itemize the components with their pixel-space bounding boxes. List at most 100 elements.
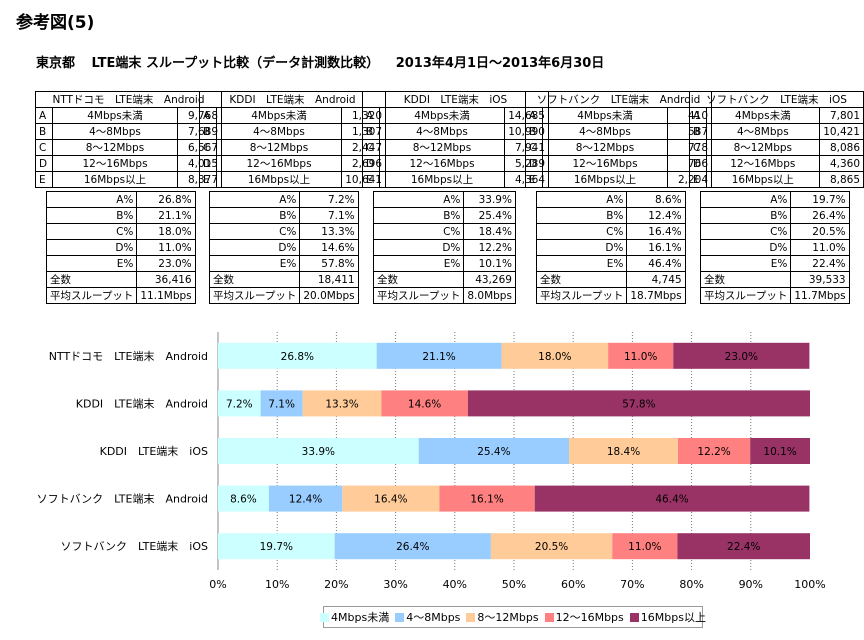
table-row: B 4～8Mbps 587 bbox=[525, 123, 712, 140]
page-heading: 参考図(5) bbox=[16, 13, 95, 33]
row-label: 16Mbps以上 bbox=[216, 171, 342, 188]
percent-value: 20.5% bbox=[790, 223, 850, 240]
stacked-bar-chart: 0% 10% 20% 30% 40% 50% 60% 70% 80% 90% 100% NTTドコモ … bbox=[37, 332, 826, 591]
bar-data-label: 16.1% bbox=[470, 494, 503, 506]
x-tick-label: 0% bbox=[209, 578, 226, 591]
subtitle-title: LTE端末 スループット比較（データ計測数比較） bbox=[91, 56, 380, 71]
legend-swatch bbox=[320, 612, 330, 622]
percent-label: C% bbox=[372, 223, 465, 240]
table-row: D 12～16Mbps 4,015 bbox=[35, 155, 222, 172]
legend-swatch bbox=[629, 612, 639, 622]
table-group-header: NTTドコモ LTE端末 Android bbox=[35, 91, 222, 108]
x-tick-label: 10% bbox=[265, 578, 289, 591]
legend-swatch bbox=[466, 612, 476, 622]
row-count: 7,801 bbox=[819, 107, 864, 124]
table-row: D 12～16Mbps 766 bbox=[525, 155, 712, 172]
percent-label: E% bbox=[45, 255, 138, 272]
row-label: 12～16Mbps bbox=[379, 155, 505, 172]
chart-legend: 4Mbps未満 4～8Mbps 8～12Mbps 12～16Mbps 16Mbps以上 bbox=[320, 606, 706, 628]
table-row: C 8～12Mbps 6,567 bbox=[35, 139, 222, 156]
table-row: C% 13.3% bbox=[208, 223, 359, 240]
percent-table-1: A% 26.8% B% 21.1% C% 18.0% D% 11.0% E% 23.0% 全数 36,… bbox=[45, 191, 196, 304]
row-count: 10,421 bbox=[819, 123, 864, 140]
percent-label: D% bbox=[699, 239, 792, 256]
row-letter: A bbox=[362, 107, 380, 124]
table-row: B 4～8Mbps 1,307 bbox=[199, 123, 386, 140]
table-row: E 16Mbps以上 8,377 bbox=[35, 171, 222, 188]
table-row: B% 21.1% bbox=[45, 207, 196, 224]
bar-data-label: 19.7% bbox=[260, 541, 293, 553]
percent-value: 33.9% bbox=[463, 191, 516, 208]
row-letter: B bbox=[689, 123, 707, 140]
bar-data-label: 57.8% bbox=[622, 398, 655, 410]
total-value: 18,411 bbox=[299, 271, 359, 288]
x-tick-label: 60% bbox=[561, 578, 585, 591]
bar-segment bbox=[677, 533, 810, 560]
row-letter: D bbox=[35, 155, 53, 172]
table-row: D% 14.6% bbox=[208, 239, 359, 256]
bar-data-label: 11.0% bbox=[628, 541, 661, 553]
bar-data-label: 16.4% bbox=[374, 494, 407, 506]
table-row: C 8～12Mbps 8,086 bbox=[689, 139, 864, 156]
table-group-header: ソフトバンク LTE端末 iOS bbox=[689, 91, 864, 108]
table-row: A% 8.6% bbox=[535, 191, 686, 208]
row-letter: C bbox=[525, 139, 543, 156]
percent-label: C% bbox=[535, 223, 628, 240]
category-label: KDDI LTE端末 iOS bbox=[100, 444, 208, 458]
total-label: 全数 bbox=[699, 271, 792, 288]
row-label: 16Mbps以上 bbox=[379, 171, 505, 188]
table-row: C% 16.4% bbox=[535, 223, 686, 240]
total-label: 全数 bbox=[45, 271, 138, 288]
average-value: 18.7Mbps bbox=[626, 287, 686, 304]
table-row: A% 33.9% bbox=[372, 191, 516, 208]
percent-value: 21.1% bbox=[136, 207, 196, 224]
percent-value: 26.8% bbox=[136, 191, 196, 208]
table-row: B% 12.4% bbox=[535, 207, 686, 224]
bar-segment bbox=[218, 485, 269, 512]
percent-value: 26.4% bbox=[790, 207, 850, 224]
percent-label: B% bbox=[535, 207, 628, 224]
table-row: A% 26.8% bbox=[45, 191, 196, 208]
percent-value: 57.8% bbox=[299, 255, 359, 272]
bar-segment bbox=[302, 390, 382, 417]
legend-label: 4Mbps未満 bbox=[331, 611, 390, 624]
x-tick-label: 20% bbox=[324, 578, 348, 591]
percent-label: B% bbox=[208, 207, 301, 224]
percent-label: A% bbox=[699, 191, 792, 208]
row-letter: B bbox=[199, 123, 217, 140]
bar-segment bbox=[612, 533, 678, 560]
row-label: 8～12Mbps bbox=[52, 139, 178, 156]
total-value: 39,533 bbox=[790, 271, 850, 288]
row-letter: D bbox=[362, 155, 380, 172]
table-row: A 4Mbps未満 7,801 bbox=[689, 107, 864, 124]
legend-item: 4Mbps未満 bbox=[320, 609, 389, 625]
percent-label: E% bbox=[208, 255, 301, 272]
percent-value: 11.0% bbox=[136, 239, 196, 256]
table-row: C% 18.4% bbox=[372, 223, 516, 240]
table-row: B 4～8Mbps 10,421 bbox=[689, 123, 864, 140]
table-row: D 12～16Mbps 5,289 bbox=[362, 155, 549, 172]
table-row: E% 46.4% bbox=[535, 255, 686, 272]
percent-label: E% bbox=[699, 255, 792, 272]
table-row: B% 7.1% bbox=[208, 207, 359, 224]
table-row: E% 10.1% bbox=[372, 255, 516, 272]
table-row: D% 12.2% bbox=[372, 239, 516, 256]
row-label: 12～16Mbps bbox=[52, 155, 178, 172]
bar-segment bbox=[218, 342, 377, 369]
table-row: A 4Mbps未満 410 bbox=[525, 107, 712, 124]
average-label: 平均スループット bbox=[699, 287, 792, 304]
average-label: 平均スループット bbox=[208, 287, 301, 304]
row-label: 4～8Mbps bbox=[52, 123, 178, 140]
bar-data-label: 12.4% bbox=[289, 494, 322, 506]
row-label: 12～16Mbps bbox=[542, 155, 668, 172]
percent-table-4: A% 8.6% B% 12.4% C% 16.4% D% 16.1% E% 46.4% 全数 4,74… bbox=[535, 191, 686, 304]
percent-label: B% bbox=[45, 207, 138, 224]
bar-data-label: 12.2% bbox=[697, 446, 730, 458]
row-letter: E bbox=[199, 171, 217, 188]
total-value: 4,745 bbox=[626, 271, 686, 288]
percent-value: 11.0% bbox=[790, 239, 850, 256]
count-table-2: KDDI LTE端末 Android A 4Mbps未満 1,320 B 4～8Mbps 1… bbox=[199, 91, 386, 188]
bar-segment bbox=[673, 342, 810, 369]
row-label: 8～12Mbps bbox=[542, 139, 668, 156]
bar-segment bbox=[439, 485, 535, 512]
